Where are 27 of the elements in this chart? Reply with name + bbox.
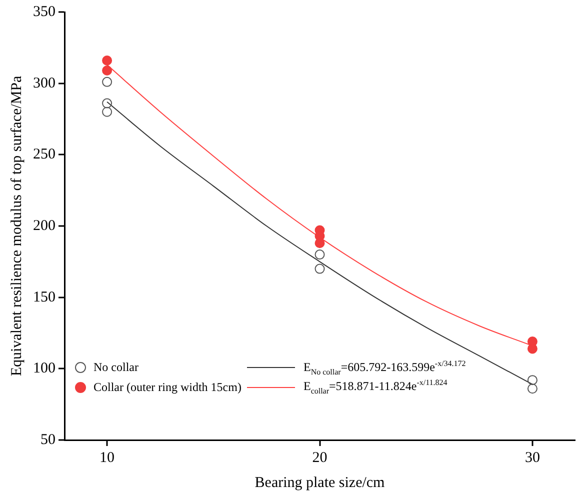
legend-label: E$_{No collar}$=605.792-163.599e$^{-x/34.172}$ [303, 359, 466, 376]
point [527, 344, 538, 354]
point [102, 106, 112, 117]
x-tick-label: 30 [524, 450, 540, 466]
point [314, 238, 325, 248]
point [314, 250, 325, 260]
y-tick-label: 150 [33, 289, 56, 306]
y-tick-label: 50 [40, 432, 56, 448]
y-tick-label: 300 [33, 75, 56, 92]
x-tick-label: 10 [100, 450, 115, 466]
point [102, 65, 112, 76]
y-tick-label: 350 [33, 4, 56, 20]
legend-label: E$_{collar}$=518.871-11.824e$^{-x/11.824}$ [303, 378, 448, 396]
point [527, 375, 538, 386]
point [102, 56, 112, 66]
y-tick-label: 100 [33, 360, 56, 377]
point [102, 98, 112, 108]
y-tick-label: 200 [33, 218, 56, 234]
y-axis-title: Equivalent resilience modulus of top surface/MPa [8, 75, 25, 376]
legend-label: No collar [94, 360, 138, 376]
legend-label: Collar (outer ring width 15cm) [94, 380, 242, 395]
point [314, 264, 325, 274]
point [527, 384, 538, 394]
x-axis-title: Bearing plate size/cm [254, 474, 386, 491]
y-tick-label: 250 [33, 146, 56, 163]
x-tick-label: 20 [312, 450, 328, 466]
point [102, 76, 112, 87]
